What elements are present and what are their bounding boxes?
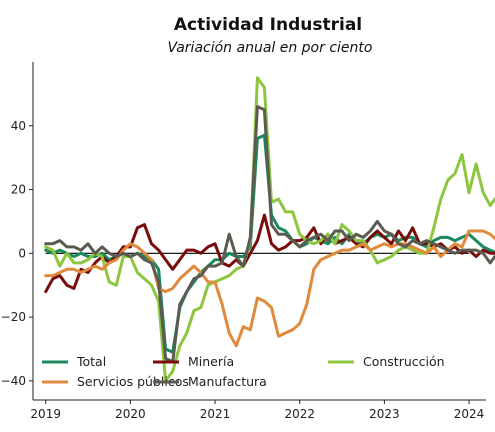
x-tick-label: 2023 <box>369 407 400 421</box>
x-tick-label: 2022 <box>284 407 315 421</box>
series-line-mineria <box>44 213 495 294</box>
x-tick-label: 2020 <box>115 407 146 421</box>
chart-subtitle: Variación anual en por ciento <box>168 40 373 56</box>
series-lines <box>44 76 495 383</box>
x-tick-label: 2021 <box>200 407 231 421</box>
legend-label-mineria: Minería <box>188 354 234 369</box>
axes: −40 −20 0 20 40 2019 2020 2021 2022 2023 2024 <box>1 62 486 421</box>
legend-label-servicios-publicos: Servicios públicos <box>77 374 189 389</box>
legend-label-construccion: Construcción <box>363 354 445 369</box>
legend-label-manufactura: Manufactura <box>188 374 267 389</box>
x-tick-label: 2019 <box>30 407 61 421</box>
y-tick-label: −20 <box>1 310 26 324</box>
chart-title: Actividad Industrial <box>174 15 362 35</box>
series-line-construccion <box>44 76 495 383</box>
x-tick-label: 2024 <box>454 407 485 421</box>
y-tick-label: −40 <box>1 374 26 388</box>
legend-label-total: Total <box>76 354 106 369</box>
y-tick-label: 40 <box>11 119 26 133</box>
series-line-manufactura <box>44 105 495 364</box>
y-tick-label: 20 <box>11 183 26 197</box>
series-line-servicios-publicos <box>44 229 495 348</box>
y-tick-label: 0 <box>18 246 26 260</box>
legend: Total Minería Construcción Servicios públic… <box>42 354 445 389</box>
